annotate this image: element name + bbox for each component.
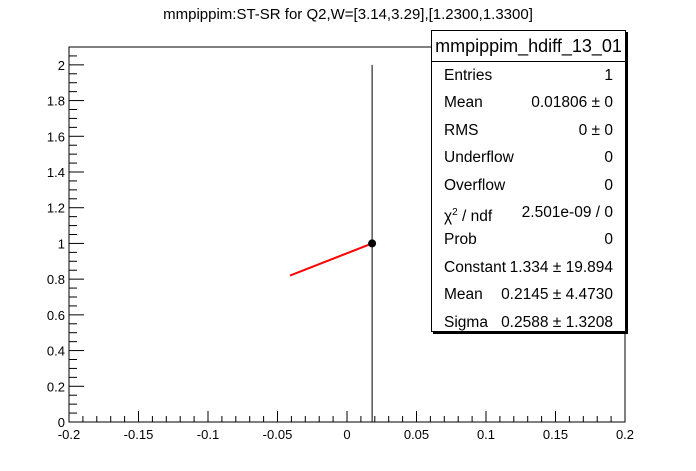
- stats-row-underflow: Underflow 0: [432, 144, 625, 171]
- stats-label: Overflow: [444, 176, 506, 194]
- stats-label: RMS: [444, 121, 479, 139]
- y-tick-label: 1.6: [47, 129, 65, 144]
- x-tick-label: 0.15: [543, 427, 568, 442]
- stats-row-constant: Constant 1.334 ± 19.894: [432, 254, 625, 281]
- x-tick-label: 0.1: [477, 427, 495, 442]
- stats-row-prob: Prob 0: [432, 226, 625, 253]
- y-tick-label: 0.2: [47, 379, 65, 394]
- stats-value: 0 ± 0: [578, 121, 613, 139]
- stats-label: Mean: [444, 286, 483, 304]
- stats-box: mmpippim_hdiff_13_01 Entries 1 Mean 0.01…: [431, 30, 626, 332]
- stats-row-overflow: Overflow 0: [432, 172, 625, 199]
- chart-title: mmpippim:ST-SR for Q2,W=[3.14,3.29],[1.2…: [163, 6, 533, 23]
- y-tick-label: 0.4: [47, 344, 65, 359]
- stats-value: 2.501e-09 / 0: [521, 203, 613, 221]
- stats-value: 0.2588 ± 1.3208: [501, 313, 613, 331]
- stats-label: Prob: [444, 231, 477, 249]
- y-tick-label: 0.6: [47, 308, 65, 323]
- x-tick-label: -0.15: [124, 427, 154, 442]
- stats-value: 0: [604, 176, 613, 194]
- x-tick-label: -0.2: [58, 427, 80, 442]
- y-axis: 0 0.2 0.4 0.6 0.8 1 1.2 1.4 1.6 1.8 2: [47, 46, 84, 430]
- stats-row-chi2: χ2 / ndf 2.501e-09 / 0: [432, 199, 625, 226]
- y-tick-label: 1.2: [47, 201, 65, 216]
- stats-value: 1: [604, 67, 613, 84]
- stats-label: Mean: [444, 94, 483, 112]
- y-tick-label: 1: [58, 236, 65, 251]
- stats-value: 0: [604, 149, 613, 167]
- data-marks: [289, 64, 377, 422]
- stats-label: Constant: [444, 258, 507, 276]
- x-tick-label: -0.1: [197, 427, 219, 442]
- x-tick-label: 0: [343, 427, 350, 442]
- y-tick-label: 0: [58, 415, 65, 430]
- stats-value: 0.01806 ± 0: [531, 94, 613, 112]
- fit-line: [289, 242, 373, 277]
- data-point: [368, 239, 377, 248]
- x-tick-label: -0.05: [263, 427, 293, 442]
- x-axis: -0.2 -0.15 -0.1 -0.05 0 0.05 0.1 0.15 0.2: [58, 411, 634, 442]
- y-tick-label: 1.8: [47, 94, 65, 109]
- stats-value: 0: [604, 231, 613, 249]
- stats-value: 1.334 ± 19.894: [509, 258, 613, 276]
- stats-row-rms: RMS 0 ± 0: [432, 117, 625, 144]
- stats-row-fit-mean: Mean 0.2145 ± 4.4730: [432, 281, 625, 308]
- y-tick-label: 2: [58, 58, 65, 73]
- stats-label: χ2 / ndf: [444, 206, 493, 226]
- stats-label: Entries: [444, 67, 493, 84]
- stats-row-sigma: Sigma 0.2588 ± 1.3208: [432, 309, 625, 336]
- stats-value: 0.2145 ± 4.4730: [501, 286, 613, 304]
- y-tick-label: 0.8: [47, 272, 65, 287]
- x-tick-label: 0.2: [616, 427, 634, 442]
- stats-label: Underflow: [444, 149, 514, 167]
- stats-title: mmpippim_hdiff_13_01: [432, 31, 625, 62]
- stats-label: Sigma: [444, 313, 488, 331]
- y-tick-label: 1.4: [47, 165, 65, 180]
- x-tick-label: 0.05: [404, 427, 429, 442]
- stats-row-mean: Mean 0.01806 ± 0: [432, 89, 625, 116]
- stats-row-entries: Entries 1: [432, 62, 625, 89]
